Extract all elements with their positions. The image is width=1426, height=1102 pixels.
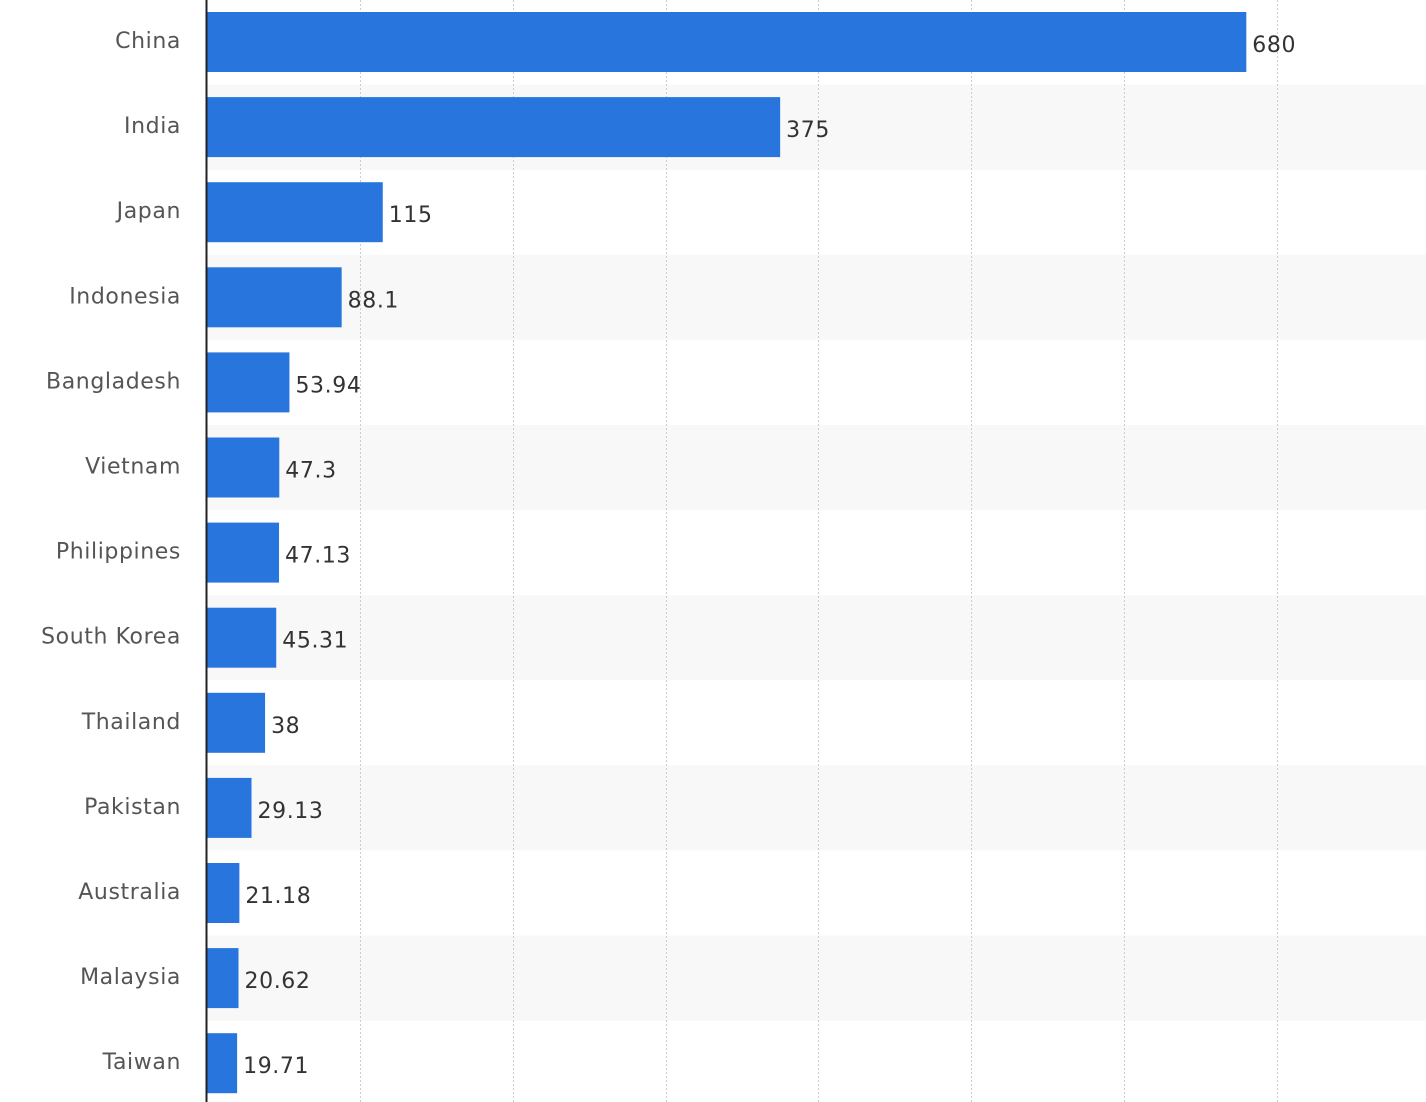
bar-bangladesh[interactable] [207,352,290,413]
bar-philippines[interactable] [207,522,280,583]
bar-china[interactable] [207,12,1247,72]
value-label: 21.18 [245,884,311,909]
category-label: Philippines [56,540,181,565]
value-label: 47.13 [285,544,351,569]
category-label: India [124,114,181,139]
bar-taiwan[interactable] [207,1033,238,1094]
bar-india[interactable] [207,97,781,158]
bar-vietnam[interactable] [207,437,280,498]
category-label: Vietnam [85,455,181,480]
category-label: Taiwan [102,1050,181,1075]
bar-thailand[interactable] [207,692,266,753]
row-band [207,424,1426,511]
bar-south-korea[interactable] [207,607,277,668]
category-label: Indonesia [69,284,181,309]
value-label: 19.71 [243,1054,309,1079]
value-label: 47.3 [285,459,336,484]
value-label: 375 [786,118,830,143]
row-band [207,765,1426,851]
category-label: Malaysia [80,965,181,990]
bar-pakistan[interactable] [207,777,252,838]
value-label: 45.31 [282,629,348,654]
bar-japan[interactable] [207,182,383,243]
category-label: China [115,29,181,54]
category-label: Australia [78,880,181,905]
category-label: Bangladesh [46,369,181,394]
value-label: 53.94 [295,373,361,398]
row-bands [207,84,1426,1021]
bar-malaysia[interactable] [207,948,239,1009]
bars [207,12,1247,1094]
value-label: 29.13 [258,799,324,824]
value-label: 20.62 [245,969,311,994]
row-band [207,935,1426,1021]
category-label: Thailand [81,710,181,735]
row-band [207,254,1426,340]
value-label: 38 [271,714,300,739]
value-labels: 680 375 115 88.1 53.94 47.3 47.13 45.31 38 29.13 2… [243,33,1296,1079]
value-label: 680 [1252,33,1296,58]
value-label: 115 [389,203,433,228]
row-band [207,595,1426,681]
category-label: Pakistan [84,795,181,820]
category-label: Japan [115,199,181,224]
category-labels: China India Japan Indonesia Bangladesh Vietna… [41,29,181,1075]
bar-indonesia[interactable] [207,267,342,328]
category-label: South Korea [41,625,181,650]
value-label: 88.1 [348,288,399,313]
bar-australia[interactable] [207,863,240,923]
